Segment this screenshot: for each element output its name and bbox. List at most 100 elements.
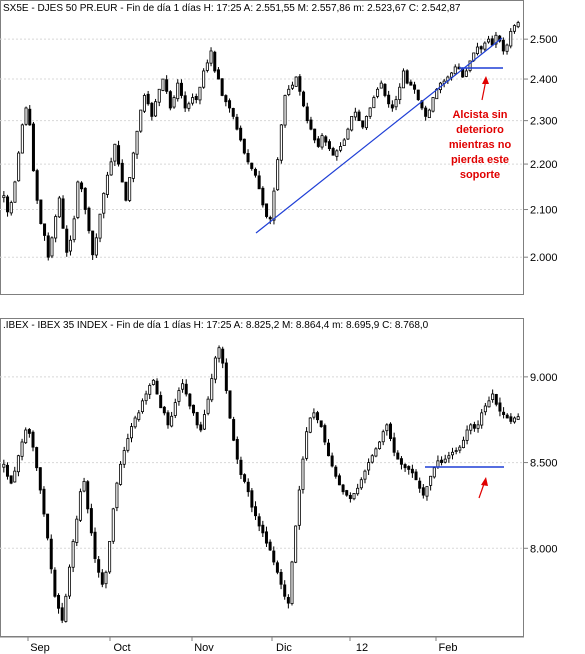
ibex-candle (82, 477, 86, 493)
x-tick-label: Feb (439, 642, 458, 654)
sx5e-candle (87, 206, 91, 234)
ibex-candle (297, 485, 301, 530)
sx5e-candle (505, 43, 509, 55)
sx5e-candle (313, 128, 317, 144)
sx5e-candle (216, 67, 220, 80)
sx5e-candle (117, 140, 121, 167)
annotation-line-3: mientras no (449, 139, 512, 151)
ibex-candle (177, 387, 181, 406)
sx5e-candle (102, 192, 106, 219)
sx5e-candle (113, 143, 117, 167)
x-tick-label: 12 (356, 642, 368, 654)
ibex-candle (513, 416, 517, 424)
sx5e-candle (135, 130, 139, 159)
ibex-candle (144, 390, 148, 405)
ibex-candle (440, 456, 444, 466)
x-tick-label: Oct (113, 642, 130, 654)
ibex-candle (345, 489, 349, 497)
ibex-candle (392, 432, 396, 457)
sx5e-candle (20, 123, 24, 154)
ibex-candle (97, 556, 101, 578)
ibex-arrow (478, 477, 488, 499)
ibex-candle (407, 465, 411, 475)
ibex-candle (443, 454, 447, 464)
ibex-panel: .IBEX - IBEX 35 INDEX - Fin de día 1 día… (0, 318, 558, 637)
sx5e-candle (487, 35, 491, 44)
ibex-candle (228, 390, 232, 420)
ibex-candle (57, 593, 61, 614)
sx5e-candle (464, 68, 468, 78)
ibex-y-tick-label: 9.000 (530, 372, 558, 384)
ibex-candle (38, 467, 42, 494)
ibex-candle (221, 346, 225, 369)
sx5e-panel: SX5E - DJES 50 PR.EUR - Fin de día 1 día… (0, 0, 558, 295)
ibex-candle (418, 477, 422, 493)
ibex-candle (359, 477, 363, 490)
ibex-candle (71, 539, 75, 573)
ibex-candle (246, 478, 250, 497)
ibex-candle (104, 570, 108, 589)
ibex-candle (348, 492, 352, 503)
sx5e-candle (372, 95, 376, 109)
sx5e-candle (316, 136, 320, 148)
sx5e-candle (353, 107, 357, 121)
sx5e-candle (179, 79, 183, 99)
ibex-candle (451, 447, 455, 460)
sx5e-candle (298, 74, 302, 96)
ibex-candle (53, 567, 57, 598)
sx5e-candle (83, 187, 87, 215)
sx5e-y-tick-label: 2.000 (530, 252, 558, 264)
sx5e-candle (287, 85, 291, 97)
ibex-candle (516, 413, 520, 420)
ibex-candle (181, 379, 185, 393)
sx5e-candle (150, 101, 154, 121)
ibex-candle (108, 541, 112, 574)
sx5e-candle (154, 98, 158, 118)
sx5e-candle (161, 78, 165, 92)
sx5e-candle (35, 168, 39, 204)
sx5e-candle (290, 81, 294, 90)
sx5e-candle (39, 199, 43, 225)
sx5e-candle (390, 100, 394, 112)
sx5e-candle (405, 69, 409, 85)
ibex-y-axis: 9.000 8.500 8.000 (524, 372, 558, 555)
ibex-candle (210, 373, 214, 403)
sx5e-candle (431, 97, 435, 113)
ibex-candle (133, 415, 137, 429)
ibex-candle (235, 436, 239, 464)
sx5e-candle (324, 135, 328, 146)
sx5e-candle (183, 91, 187, 112)
ibex-candle (279, 569, 283, 590)
sx5e-candle (368, 107, 372, 119)
sx5e-header: SX5E - DJES 50 PR.EUR - Fin de día 1 día… (3, 3, 461, 14)
ibex-candle (20, 438, 24, 461)
sx5e-candle (475, 42, 479, 56)
sx5e-candle (142, 93, 146, 113)
ibex-candle (330, 452, 334, 468)
ibex-candle (341, 483, 345, 495)
annotation-line-4: pierda este (451, 154, 509, 166)
sx5e-candle (76, 180, 80, 220)
ibex-candle (31, 430, 35, 452)
ibex-candle (421, 484, 425, 499)
sx5e-candle (239, 125, 243, 142)
sx5e-candle (65, 225, 69, 257)
sx5e-candle (427, 108, 431, 119)
ibex-candle (370, 454, 374, 464)
sx5e-candle (383, 83, 387, 98)
sx5e-candle (409, 79, 413, 86)
sx5e-candle (2, 191, 6, 203)
sx5e-candle (43, 223, 47, 241)
sx5e-candle (361, 120, 365, 130)
x-tick-label: Dic (276, 642, 292, 654)
ibex-candle (480, 409, 484, 429)
ibex-candle (454, 447, 458, 455)
sx5e-candle (213, 50, 217, 73)
ibex-candle (483, 402, 487, 416)
ibex-candle (184, 379, 188, 397)
sx5e-candle (13, 180, 17, 203)
sx5e-candle (17, 151, 21, 182)
sx5e-candle (276, 157, 280, 191)
ibex-candle (290, 560, 294, 606)
annotation-line-1: Alcista sin (452, 109, 507, 121)
